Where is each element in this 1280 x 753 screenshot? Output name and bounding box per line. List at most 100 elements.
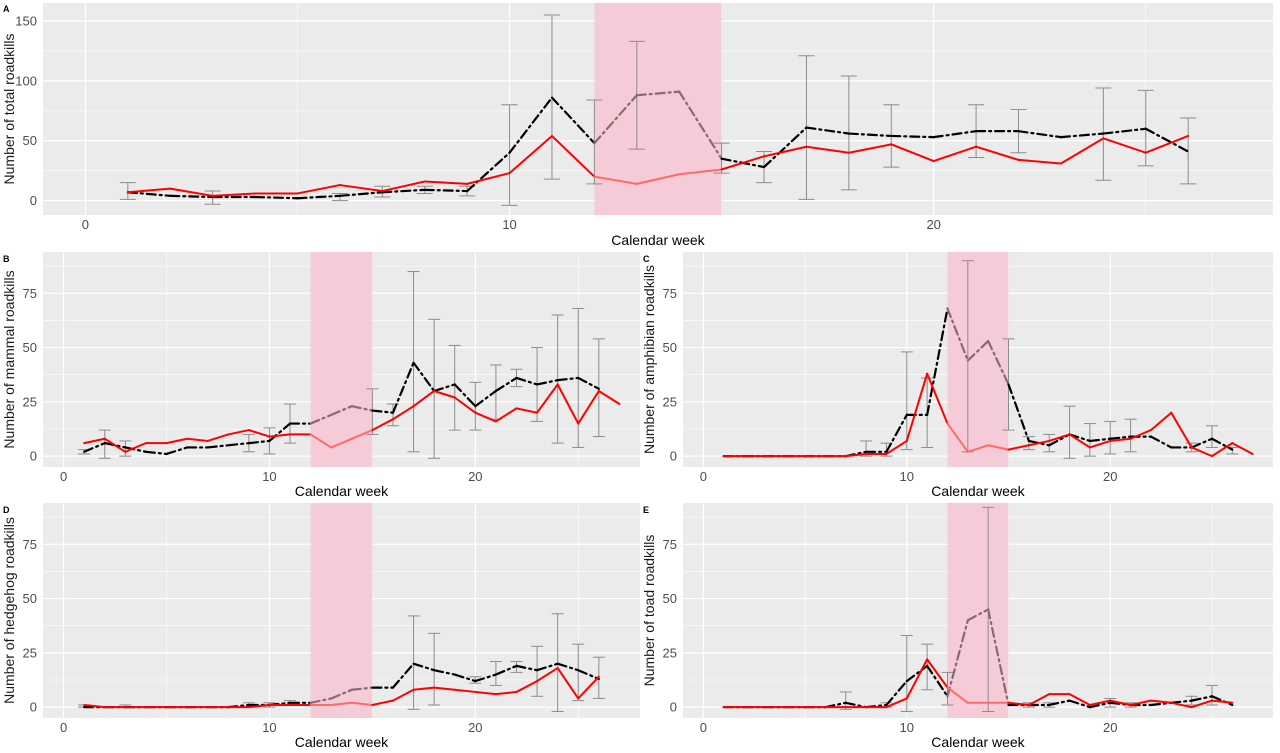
x-tick-label: 20 — [926, 217, 940, 232]
panel-e: 0 10 20 0 25 50 75 Calendar week Number of toad … — [641, 503, 1273, 750]
expected-line-segment — [515, 376, 539, 386]
expected-line-segment — [433, 669, 456, 676]
x-tick-label: 20 — [468, 720, 482, 735]
y-tick-label: 50 — [23, 133, 37, 148]
expected-line-segment — [556, 662, 580, 672]
expected-line-segment — [391, 662, 415, 689]
observed-line-segment — [126, 187, 172, 194]
expected-line-segment — [144, 450, 168, 456]
expected-line-segment — [926, 664, 949, 698]
observed-line-segment — [946, 422, 969, 453]
observed-line-segment — [1007, 444, 1030, 451]
observed-line-segment — [597, 389, 621, 406]
observed-line-segment — [720, 155, 766, 171]
y-tick-label: 75 — [23, 286, 37, 301]
x-tick-label: 0 — [60, 720, 67, 735]
expected-line-segment — [227, 442, 250, 447]
y-tick-label: 25 — [663, 394, 677, 409]
observed-line-segment — [550, 134, 596, 178]
observed-line-segment — [1027, 439, 1051, 447]
error-bar — [428, 318, 441, 459]
observed-line-segment — [515, 680, 539, 693]
expected-line-segment — [350, 686, 374, 691]
x-tick-label: 10 — [502, 217, 516, 232]
expected-line-segment — [412, 662, 436, 672]
expected-line-segment — [338, 191, 384, 197]
observed-line-segment — [593, 175, 638, 185]
observed-line-segment — [391, 688, 415, 702]
expected-line-segment — [844, 701, 868, 709]
expected-line-segment — [1102, 127, 1147, 135]
observed-line-segment — [338, 184, 384, 193]
expected-line-segment — [932, 130, 978, 139]
observed-line-segment — [124, 442, 147, 453]
observed-line-segment — [926, 372, 949, 425]
observed-line-segment — [890, 143, 935, 163]
observed-line-segment — [1088, 699, 1112, 706]
observed-line-segment — [371, 699, 394, 706]
observed-line-segment — [932, 145, 978, 163]
expected-line-segment — [1007, 383, 1030, 443]
observed-line-segment — [1210, 699, 1234, 704]
error-bar — [900, 351, 913, 451]
error-bar — [501, 104, 518, 206]
expected-line-segment — [247, 439, 271, 445]
observed-line-segment — [186, 437, 209, 442]
observed-line-segment — [211, 192, 257, 197]
expected-line-segment — [1027, 439, 1051, 447]
expected-line-segment — [678, 90, 723, 160]
expected-line-segment — [1109, 701, 1132, 707]
highlight-band — [947, 503, 1009, 718]
observed-line-segment — [1059, 137, 1105, 165]
observed-line-segment — [966, 444, 990, 453]
observed-line-segment — [391, 405, 415, 421]
observed-line-segment — [635, 173, 681, 185]
expected-line-segment — [1068, 699, 1091, 709]
expected-line-segment — [508, 96, 554, 154]
expected-line-segment — [593, 94, 638, 145]
expected-line-segment — [253, 195, 299, 200]
observed-line-segment — [453, 688, 477, 693]
expected-line-segment — [577, 669, 600, 681]
observed-line-segment — [946, 686, 969, 704]
expected-line-segment — [1017, 130, 1063, 139]
expected-line-segment — [966, 339, 990, 362]
observed-line-segment — [1210, 442, 1234, 458]
highlight-band — [947, 252, 1009, 467]
y-tick-label: 0 — [670, 700, 677, 715]
y-tick-label: 50 — [23, 340, 37, 355]
panel-letter: D — [3, 505, 10, 515]
panel-c: 0 10 20 0 25 50 75 Calendar week Number of amphi… — [641, 252, 1273, 499]
expected-line-segment — [1190, 437, 1214, 449]
expected-line-segment — [550, 96, 596, 145]
expected-line-segment — [885, 413, 908, 453]
expected-line-segment — [350, 405, 374, 412]
observed-line-segment — [556, 383, 580, 425]
expected-line-segment — [1149, 701, 1173, 707]
panel-letter: E — [643, 505, 649, 515]
observed-line-segment — [763, 145, 808, 158]
observed-line-segment — [169, 187, 214, 197]
observed-line-segment — [905, 372, 929, 442]
expected-line-segment — [1210, 695, 1234, 707]
observed-line-segment — [885, 697, 908, 709]
observed-line-segment — [247, 429, 271, 438]
x-tick-label: 10 — [262, 469, 276, 484]
expected-line-segment — [762, 126, 808, 169]
expected-line-segment — [1149, 435, 1173, 449]
error-bar — [572, 643, 585, 702]
panel-b: 0 10 20 0 25 50 75 Calendar week Number of mamma… — [1, 252, 640, 499]
observed-line-segment — [330, 701, 353, 706]
y-tick-label: 0 — [30, 700, 37, 715]
expected-line-segment — [474, 673, 497, 683]
observed-line-segment — [1129, 699, 1152, 706]
expected-line-segment — [1190, 695, 1214, 702]
observed-line-segment — [847, 143, 893, 154]
expected-line-segment — [1088, 701, 1112, 709]
observed-line-segment — [1231, 442, 1254, 455]
expected-line-segment — [885, 679, 908, 707]
observed-line-segment — [83, 703, 106, 709]
observed-line-segment — [1149, 699, 1173, 704]
expected-line-segment — [1048, 699, 1071, 707]
observed-line-segment — [885, 439, 908, 455]
